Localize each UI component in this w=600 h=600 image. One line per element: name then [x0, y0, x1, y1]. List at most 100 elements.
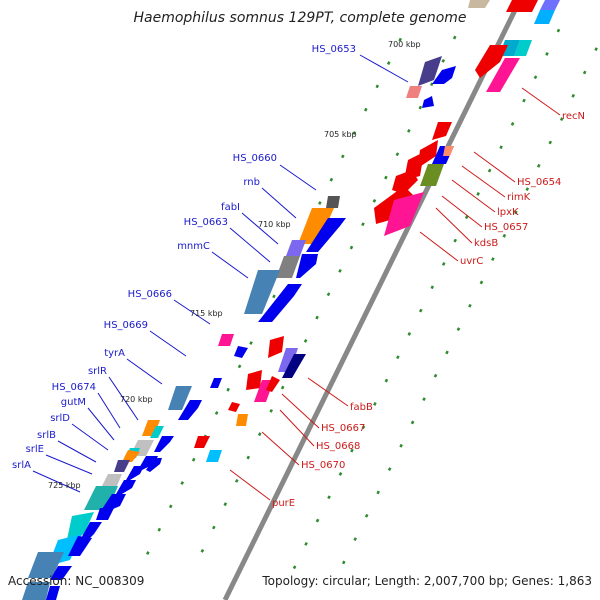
- gene-label-pure[interactable]: purE: [272, 498, 295, 509]
- gene-feature[interactable]: [540, 0, 560, 10]
- gene-feature[interactable]: [392, 170, 418, 194]
- gene-feature[interactable]: [126, 466, 144, 480]
- gene-label-hs0666[interactable]: HS_0666: [128, 289, 172, 300]
- genome-title: Haemophilus somnus 129PT, complete genom…: [133, 10, 466, 26]
- gene-label-hs0663[interactable]: HS_0663: [184, 217, 228, 228]
- gene-feature[interactable]: [228, 402, 240, 412]
- gene-feature[interactable]: [276, 256, 300, 278]
- gene-feature[interactable]: [278, 348, 298, 372]
- gene-feature[interactable]: [234, 346, 248, 358]
- kbp-marker-705: 705 kbp: [324, 130, 357, 139]
- gene-feature[interactable]: [68, 536, 92, 556]
- tick-dash: [410, 420, 415, 425]
- gene-label-recn[interactable]: recN: [562, 111, 585, 122]
- gene-label-hs0653[interactable]: HS_0653: [312, 44, 356, 55]
- tick-dash: [536, 163, 541, 168]
- gene-feature[interactable]: [116, 480, 136, 494]
- gene-feature[interactable]: [46, 586, 60, 600]
- tick-dash: [398, 37, 402, 42]
- gene-label-hs0668[interactable]: HS_0668: [316, 441, 360, 452]
- tick-dash: [430, 285, 435, 290]
- gene-label-mnmc[interactable]: mnmC: [177, 241, 210, 252]
- gene-feature[interactable]: [296, 254, 318, 278]
- gene-feature[interactable]: [326, 196, 340, 208]
- gene-feature[interactable]: [475, 45, 508, 78]
- gene-feature[interactable]: [178, 400, 202, 420]
- gene-label-kdsb[interactable]: kdsB: [474, 238, 498, 249]
- gene-feature[interactable]: [420, 164, 444, 186]
- gene-label-fabi[interactable]: fabI: [221, 202, 240, 213]
- gene-label-tyra[interactable]: tyrA: [104, 348, 125, 359]
- gene-feature[interactable]: [286, 240, 306, 256]
- gene-feature[interactable]: [194, 436, 210, 448]
- gene-feature[interactable]: [22, 582, 50, 600]
- gene-label-srla[interactable]: srlA: [12, 460, 31, 471]
- gene-feature[interactable]: [66, 512, 94, 544]
- gene-feature[interactable]: [168, 386, 192, 410]
- gene-label-hs0674[interactable]: HS_0674: [52, 382, 96, 393]
- gene-label-hs0660[interactable]: HS_0660: [233, 153, 277, 164]
- gene-feature[interactable]: [244, 270, 280, 314]
- gene-label-hs0669[interactable]: HS_0669: [104, 320, 148, 331]
- gene-label-srld[interactable]: srlD: [50, 413, 70, 424]
- gene-feature[interactable]: [306, 218, 346, 252]
- gene-feature[interactable]: [50, 566, 72, 580]
- leader-line: [149, 330, 187, 357]
- gene-label-hs0670[interactable]: HS_0670: [301, 460, 345, 471]
- gene-feature[interactable]: [146, 458, 162, 472]
- gene-label-hs0654[interactable]: HS_0654: [517, 177, 561, 188]
- tick-dash: [373, 402, 377, 406]
- gene-feature[interactable]: [443, 146, 454, 156]
- gene-feature[interactable]: [122, 450, 140, 462]
- gene-label-fabb[interactable]: fabB: [350, 402, 373, 413]
- tick-dash: [303, 338, 308, 343]
- gene-feature[interactable]: [266, 376, 280, 392]
- gene-feature[interactable]: [114, 460, 130, 472]
- gene-feature[interactable]: [218, 334, 234, 346]
- gene-feature[interactable]: [150, 426, 164, 438]
- gene-label-srlr[interactable]: srlR: [88, 366, 107, 377]
- gene-feature[interactable]: [96, 508, 114, 520]
- gene-feature[interactable]: [534, 10, 555, 24]
- gene-feature[interactable]: [100, 494, 126, 512]
- tick-dash: [545, 52, 549, 56]
- gene-label-srlb[interactable]: srlB: [37, 430, 56, 441]
- gene-label-rnb[interactable]: rnb: [243, 177, 260, 188]
- tick-dash: [338, 472, 343, 476]
- gene-feature[interactable]: [268, 336, 284, 358]
- tick-dash: [514, 210, 518, 215]
- tick-dash: [257, 432, 262, 437]
- gene-feature[interactable]: [384, 192, 424, 236]
- gene-label-hs0657[interactable]: HS_0657: [484, 222, 528, 233]
- gene-feature[interactable]: [422, 96, 434, 108]
- kbp-marker-710: 710 kbp: [258, 220, 291, 229]
- gene-feature[interactable]: [418, 140, 438, 168]
- gene-feature[interactable]: [246, 370, 262, 390]
- gene-feature[interactable]: [236, 414, 248, 426]
- gene-feature[interactable]: [432, 122, 452, 140]
- gene-feature[interactable]: [206, 450, 222, 462]
- gene-feature[interactable]: [282, 354, 306, 378]
- gene-feature[interactable]: [258, 284, 302, 322]
- tick-dash: [487, 168, 492, 173]
- gene-feature[interactable]: [506, 0, 538, 12]
- gene-label-srle[interactable]: srlE: [26, 444, 44, 455]
- gene-feature[interactable]: [210, 378, 222, 388]
- leader-line: [97, 392, 121, 429]
- tick-dash: [364, 513, 369, 518]
- gene-label-hs0667[interactable]: HS_0667: [321, 423, 365, 434]
- gene-feature[interactable]: [298, 208, 334, 244]
- tick-dash: [223, 502, 228, 507]
- gene-label-rimk[interactable]: rimK: [507, 192, 531, 203]
- tick-dash: [452, 35, 457, 40]
- gene-label-uvrc[interactable]: uvrC: [460, 256, 483, 267]
- gene-feature[interactable]: [486, 58, 520, 92]
- gene-feature[interactable]: [406, 86, 422, 98]
- gene-label-lpxk[interactable]: lpxK: [497, 207, 519, 218]
- gene-feature[interactable]: [432, 66, 456, 84]
- gene-feature[interactable]: [418, 56, 442, 86]
- gene-feature[interactable]: [154, 436, 174, 452]
- gene-feature[interactable]: [468, 0, 490, 8]
- gene-label-gutm[interactable]: gutM: [61, 397, 86, 408]
- tick-dash: [315, 518, 320, 523]
